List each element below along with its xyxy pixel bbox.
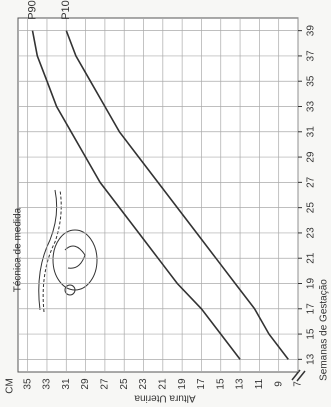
y-unit: CM (5, 378, 16, 394)
y-tick-label: 33 (42, 378, 53, 390)
illustration-title: Técnica de medida (13, 207, 24, 292)
y-tick-label: 31 (61, 378, 72, 390)
x-axis-label: Semanas de Gestação (319, 279, 330, 381)
plot-area (18, 18, 298, 372)
x-tick-label: 19 (306, 278, 317, 290)
x-tick-label: 31 (306, 126, 317, 138)
x-tick-label: 39 (306, 25, 317, 37)
x-tick-label: 23 (306, 227, 317, 239)
y-tick-label: 23 (138, 378, 149, 390)
y-tick-label: 13 (235, 378, 246, 390)
y-tick-label: 11 (254, 378, 265, 389)
chart: Técnica de medida Altura Uterina CM Sema… (0, 0, 331, 407)
y-tick-label: 9 (273, 381, 284, 387)
x-tick-label: 29 (306, 151, 317, 163)
y-tick-label: 35 (22, 378, 33, 390)
x-tick-label: 27 (306, 176, 317, 188)
y-tick-label: 17 (196, 378, 207, 390)
y-tick-label: 25 (119, 378, 130, 390)
x-tick-label: 37 (306, 50, 317, 62)
y-tick-label: 7 (293, 381, 304, 387)
x-tick-label: 21 (306, 252, 317, 264)
series-label: P90 (26, 0, 38, 20)
series-label: P10 (60, 0, 72, 20)
x-tick-label: 33 (306, 101, 317, 113)
x-tick-label: 13 (306, 353, 317, 365)
y-tick-label: 15 (215, 378, 226, 390)
x-tick-label: 35 (306, 75, 317, 87)
y-axis-label: Altura Uterina (134, 392, 196, 403)
x-tick-label: 17 (306, 303, 317, 315)
x-tick-label: 15 (306, 328, 317, 340)
y-tick-label: 29 (80, 378, 91, 390)
x-tick-label: 25 (306, 202, 317, 214)
y-tick-label: 27 (100, 378, 111, 390)
y-tick-label: 19 (177, 378, 188, 390)
y-tick-label: 21 (157, 378, 168, 390)
